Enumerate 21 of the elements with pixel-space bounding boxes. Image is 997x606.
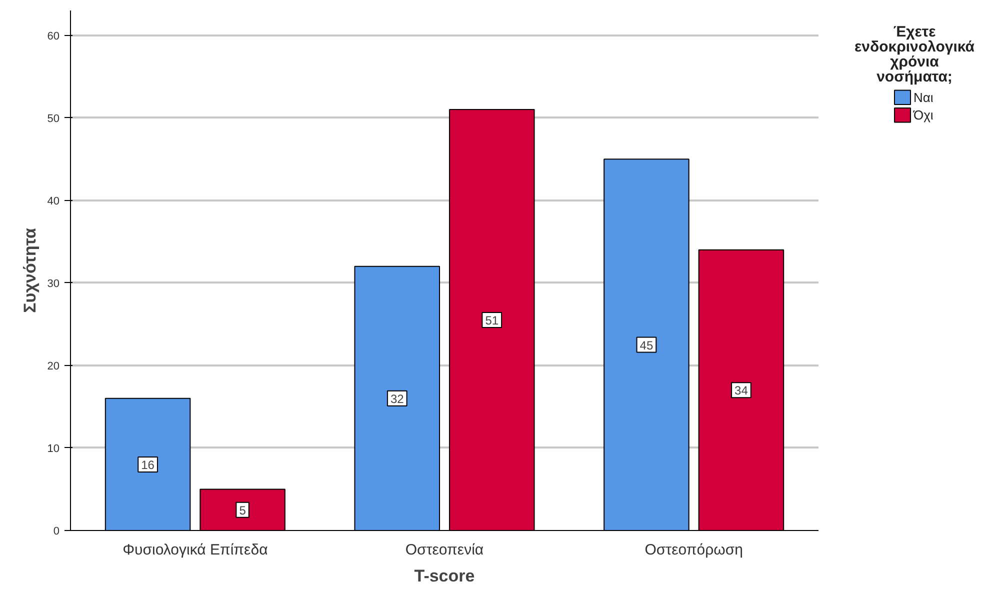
data-label: 45 xyxy=(640,338,654,352)
y-tick-label: 50 xyxy=(47,112,60,125)
legend-label: Όχι xyxy=(912,108,934,123)
data-label: 5 xyxy=(239,503,246,518)
y-tick-label: 20 xyxy=(47,360,60,372)
y-tick-label: 30 xyxy=(47,278,60,290)
x-tick-label: Φυσιολογικά Επίπεδα xyxy=(122,542,268,558)
data-label: 34 xyxy=(734,384,748,398)
y-tick-label: 10 xyxy=(47,442,60,455)
data-label: 32 xyxy=(390,392,404,406)
legend-label: Ναι xyxy=(914,90,934,105)
x-axis-title: T-score xyxy=(414,566,475,586)
y-tick-label: 60 xyxy=(47,30,60,42)
y-axis-title: Συχνότητα xyxy=(20,228,40,313)
legend-title: Έχετε ενδοκρινολογικά χρόνια νοσήματα; xyxy=(854,23,976,86)
data-label: 16 xyxy=(141,458,155,472)
x-tick-label: Οστεοπόρωση xyxy=(644,542,743,558)
data-label: 51 xyxy=(485,314,499,328)
x-tick-label: Οστεοπενία xyxy=(405,542,484,558)
y-tick-label: 40 xyxy=(47,195,60,208)
y-tick-label: 0 xyxy=(53,526,60,538)
